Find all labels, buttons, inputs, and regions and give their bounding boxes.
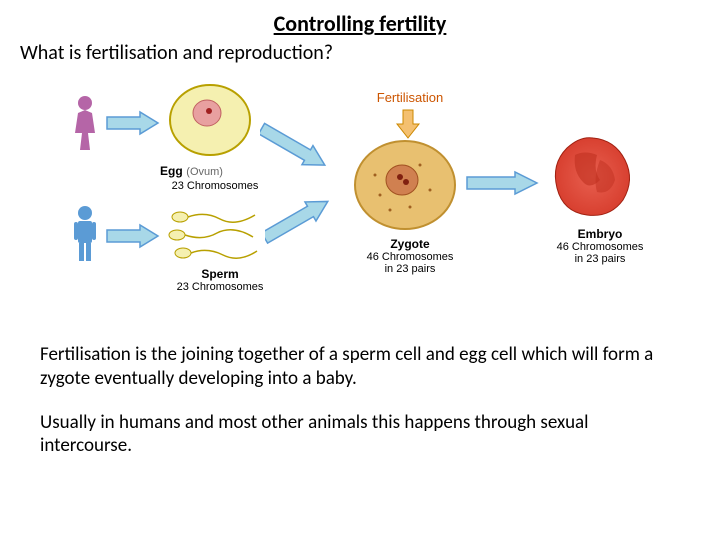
arrow-icon <box>265 180 345 250</box>
zygote-pairs-label: in 23 pairs <box>355 263 465 275</box>
embryo-pairs-label: in 23 pairs <box>545 253 655 265</box>
arrow-icon <box>465 170 540 196</box>
sperm-label: Sperm <box>165 267 275 281</box>
question-text: What is fertilisation and reproduction? <box>20 41 720 65</box>
male-icon <box>70 205 100 265</box>
embryo-label: Embryo <box>545 227 655 241</box>
egg-chromosomes-label: 23 Chromosomes <box>160 180 270 192</box>
egg-label: Egg (Ovum) <box>160 161 270 180</box>
fertilisation-label: Fertilisation <box>365 90 455 105</box>
paragraph-2: Usually in humans and most other animals… <box>40 411 680 459</box>
female-icon <box>70 95 100 155</box>
fertilisation-label-block: Fertilisation <box>365 90 455 105</box>
embryo-icon <box>545 130 640 225</box>
zygote-label: Zygote <box>355 237 465 251</box>
egg-cell-icon <box>165 80 255 160</box>
zygote-chromosomes-label: 46 Chromosomes <box>355 251 465 263</box>
page-title: Controlling fertility <box>0 10 720 37</box>
sperm-chromosomes-label: 23 Chromosomes <box>165 281 275 293</box>
sperm-cells-icon <box>165 205 265 265</box>
arrow-icon <box>105 223 160 249</box>
fertilisation-diagram: Egg (Ovum) 23 Chromosomes Sperm 23 Chrom… <box>0 75 720 335</box>
zygote-icon <box>350 135 460 235</box>
paragraph-1: Fertilisation is the joining together of… <box>40 343 680 391</box>
arrow-icon <box>105 110 160 136</box>
embryo-chromosomes-label: 46 Chromosomes <box>545 241 655 253</box>
